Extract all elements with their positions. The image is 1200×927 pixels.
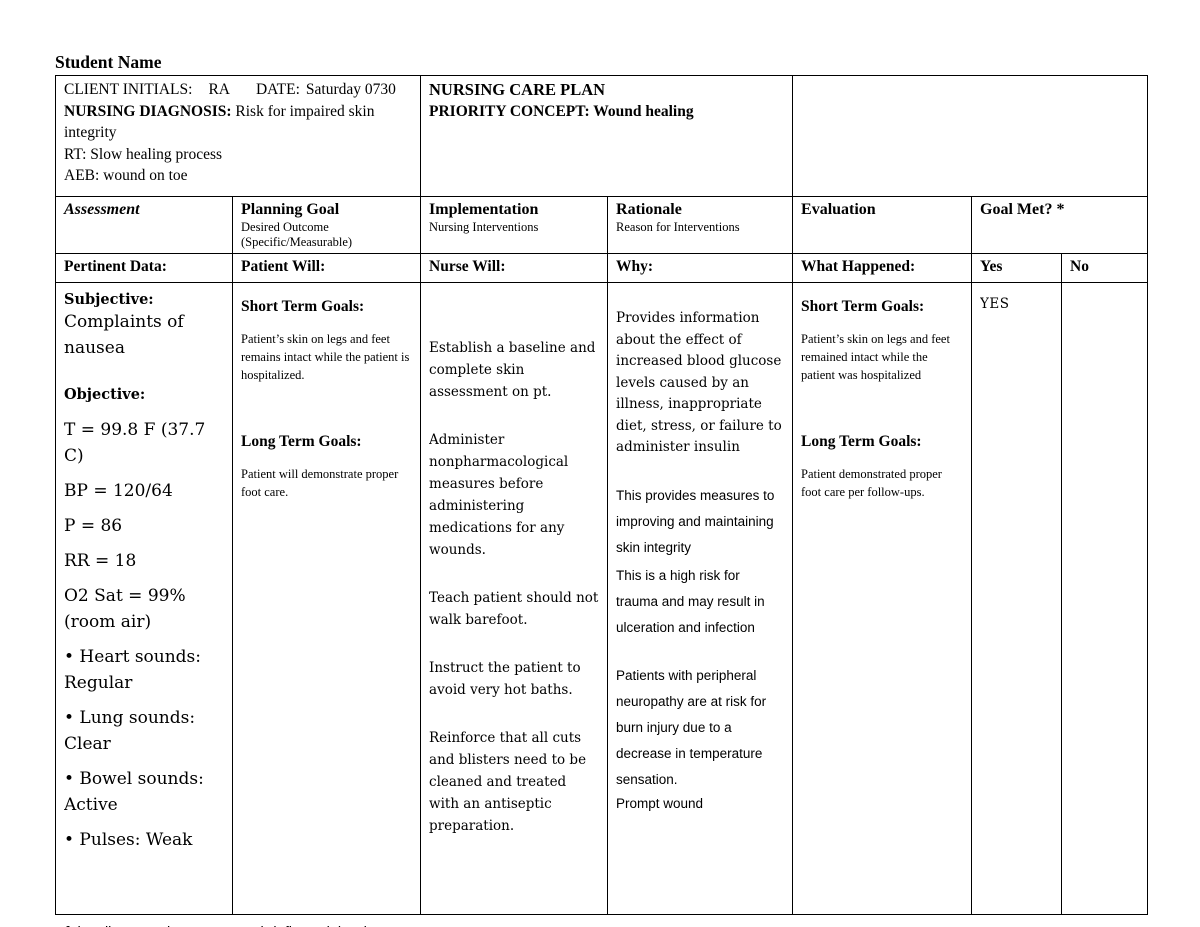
client-initials-value: RA	[208, 81, 230, 98]
rationale-cell: Provides information about the effect of…	[607, 282, 794, 915]
rationale-skin-integrity: This provides measures to improving and …	[616, 487, 775, 555]
care-plan-document: Student Name CLIENT INITIALS: RA DATE: Satu…	[54, 52, 1149, 927]
footnote-text: the clients goal was not met, briefly ex…	[70, 925, 382, 927]
intervention-skin-assessment: Establish a baseline and complete skin a…	[429, 340, 596, 400]
planning-long-term-text: Patient will demonstrate proper foot car…	[241, 467, 399, 499]
evaluation-short-term-text: Patient’s skin on legs and feet remained…	[801, 332, 950, 382]
implementation-cell: Establish a baseline and complete skin a…	[420, 282, 609, 915]
planning-goal-title: Planning Goal	[241, 201, 340, 218]
vital-blood-pressure: BP = 120/64	[64, 481, 173, 501]
goal-met-yes-content: YES	[980, 286, 1053, 870]
intervention-barefoot: Teach patient should not walk barefoot.	[429, 590, 599, 628]
related-to-line: RT: Slow healing process	[64, 145, 223, 163]
subheader-why: Why:	[607, 253, 794, 283]
column-header-row: Assessment Planning Goal Desired Outcome…	[55, 196, 1149, 254]
priority-concept-line: PRIORITY CONCEPT: Wound healing	[429, 101, 784, 122]
subheader-patient-will: Patient Will:	[231, 253, 422, 283]
subheader-no: No	[1061, 253, 1149, 283]
intervention-cuts-blisters: Reinforce that all cuts and blisters nee…	[429, 730, 587, 834]
evaluation-long-term-text: Patient demonstrated proper foot care pe…	[801, 467, 942, 499]
rationale-neuropathy: Patients with peripheral neuropathy are …	[616, 667, 767, 787]
subheader-what-happened: What Happened:	[792, 253, 973, 283]
student-name-heading: Student Name	[55, 52, 162, 72]
info-empty-cell	[792, 75, 1149, 197]
planning-goal-subtitle2: (Specific/Measurable)	[241, 235, 353, 249]
finding-lung-sounds: • Lung sounds: Clear	[64, 708, 196, 754]
goal-met-title: Goal Met? *	[980, 201, 1065, 218]
goal-met-yes-value: YES	[980, 296, 1010, 312]
finding-bowel-sounds: • Bowel sounds: Active	[64, 769, 204, 815]
client-initials-label: CLIENT INITIALS:	[64, 81, 193, 98]
planning-long-term-label: Long Term Goals:	[241, 433, 362, 450]
header-implementation: Implementation Nursing Interventions	[420, 196, 609, 254]
care-plan-table: CLIENT INITIALS: RA DATE: Saturday 0730 NUR…	[54, 75, 1149, 915]
body-row: Subjective: Complaints of nausea Objecti…	[55, 282, 1149, 915]
finding-heart-sounds: • Heart sounds: Regular	[64, 647, 202, 693]
plan-title: NURSING CARE PLAN	[429, 80, 606, 99]
subheader-pertinent-data: Pertinent Data:	[55, 253, 233, 283]
objective-label: Objective:	[64, 386, 146, 403]
rationale-title: Rationale	[616, 201, 682, 218]
header-goal-met: Goal Met? *	[971, 196, 1149, 254]
date-value: Saturday 0730	[305, 81, 396, 98]
priority-concept-value: Wound healing	[593, 103, 694, 120]
assessment-title: Assessment	[64, 201, 140, 218]
implementation-content: Establish a baseline and complete skin a…	[429, 286, 599, 911]
implementation-title: Implementation	[429, 201, 539, 218]
finding-pulses: • Pulses: Weak	[64, 830, 193, 850]
rationale-trauma-risk: This is a high risk for trauma and may r…	[616, 567, 765, 635]
vital-temperature: T = 99.8 F (37.7 C)	[64, 420, 206, 466]
evaluation-title: Evaluation	[801, 201, 876, 218]
goal-met-no-cell	[1061, 282, 1149, 915]
planning-content: Short Term Goals: Patient’s skin on legs…	[241, 286, 412, 871]
nursing-diagnosis-label: NURSING DIAGNOSIS:	[64, 102, 232, 120]
subjective-label: Subjective:	[64, 291, 154, 308]
rationale-content: Provides information about the effect of…	[616, 286, 784, 882]
subheader-yes: Yes	[971, 253, 1063, 283]
evaluation-content: Short Term Goals: Patient’s skin on legs…	[801, 286, 963, 871]
header-planning-goal: Planning Goal Desired Outcome (Specific/…	[231, 196, 422, 254]
footnote-bold: *If	[55, 925, 70, 927]
evaluation-cell: Short Term Goals: Patient’s skin on legs…	[792, 282, 973, 915]
subheader-nurse-will: Nurse Will:	[420, 253, 609, 283]
implementation-subtitle: Nursing Interventions	[429, 220, 539, 234]
planning-cell: Short Term Goals: Patient’s skin on legs…	[231, 282, 422, 915]
client-info-cell: CLIENT INITIALS: RA DATE: Saturday 0730 NUR…	[54, 75, 422, 197]
nursing-diagnosis-line: NURSING DIAGNOSIS: Risk for impaired ski…	[64, 101, 412, 144]
footnote: *If the clients goal was not met, briefl…	[55, 924, 1147, 927]
assessment-content: Subjective: Complaints of nausea Objecti…	[64, 286, 224, 865]
evaluation-long-term-label: Long Term Goals:	[801, 433, 922, 450]
rationale-blood-glucose: Provides information about the effect of…	[616, 310, 782, 455]
priority-concept-label: PRIORITY CONCEPT:	[429, 103, 590, 120]
vital-pulse: P = 86	[64, 516, 123, 536]
intervention-nonpharmacological: Administer nonpharmacological measures b…	[429, 432, 569, 558]
header-evaluation: Evaluation	[792, 196, 973, 254]
planning-short-term-text: Patient’s skin on legs and feet remains …	[241, 332, 410, 382]
header-rationale: Rationale Reason for Interventions	[607, 196, 794, 254]
subheader-row: Pertinent Data: Patient Will: Nurse Will…	[55, 253, 1149, 283]
plan-title-cell: NURSING CARE PLAN PRIORITY CONCEPT: Woun…	[420, 75, 794, 197]
info-row: CLIENT INITIALS: RA DATE: Saturday 0730 NUR…	[54, 75, 1149, 197]
planning-goal-subtitle1: Desired Outcome	[241, 220, 329, 234]
evidence-line: AEB: wound on toe	[64, 167, 188, 184]
header-assessment: Assessment	[55, 196, 233, 254]
nursing-diagnosis-value: Risk for impaired skin integrity	[64, 102, 375, 142]
goal-met-no-content	[1070, 286, 1139, 870]
intervention-hot-baths: Instruct the patient to avoid very hot b…	[429, 660, 581, 698]
client-initials-date-line: CLIENT INITIALS: RA DATE: Saturday 0730	[64, 79, 412, 101]
assessment-cell: Subjective: Complaints of nausea Objecti…	[55, 282, 233, 915]
evaluation-short-term-label: Short Term Goals:	[801, 298, 925, 315]
date-label: DATE:	[255, 81, 300, 98]
vital-respiratory-rate: RR = 18	[64, 551, 137, 571]
rationale-subtitle: Reason for Interventions	[616, 220, 740, 234]
goal-met-yes-cell: YES	[971, 282, 1063, 915]
vital-o2-sat: O2 Sat = 99% (room air)	[64, 586, 186, 632]
rationale-prompt-wound: Prompt wound	[616, 795, 704, 811]
subjective-text: Complaints of nausea	[64, 312, 184, 358]
planning-short-term-label: Short Term Goals:	[241, 298, 365, 315]
